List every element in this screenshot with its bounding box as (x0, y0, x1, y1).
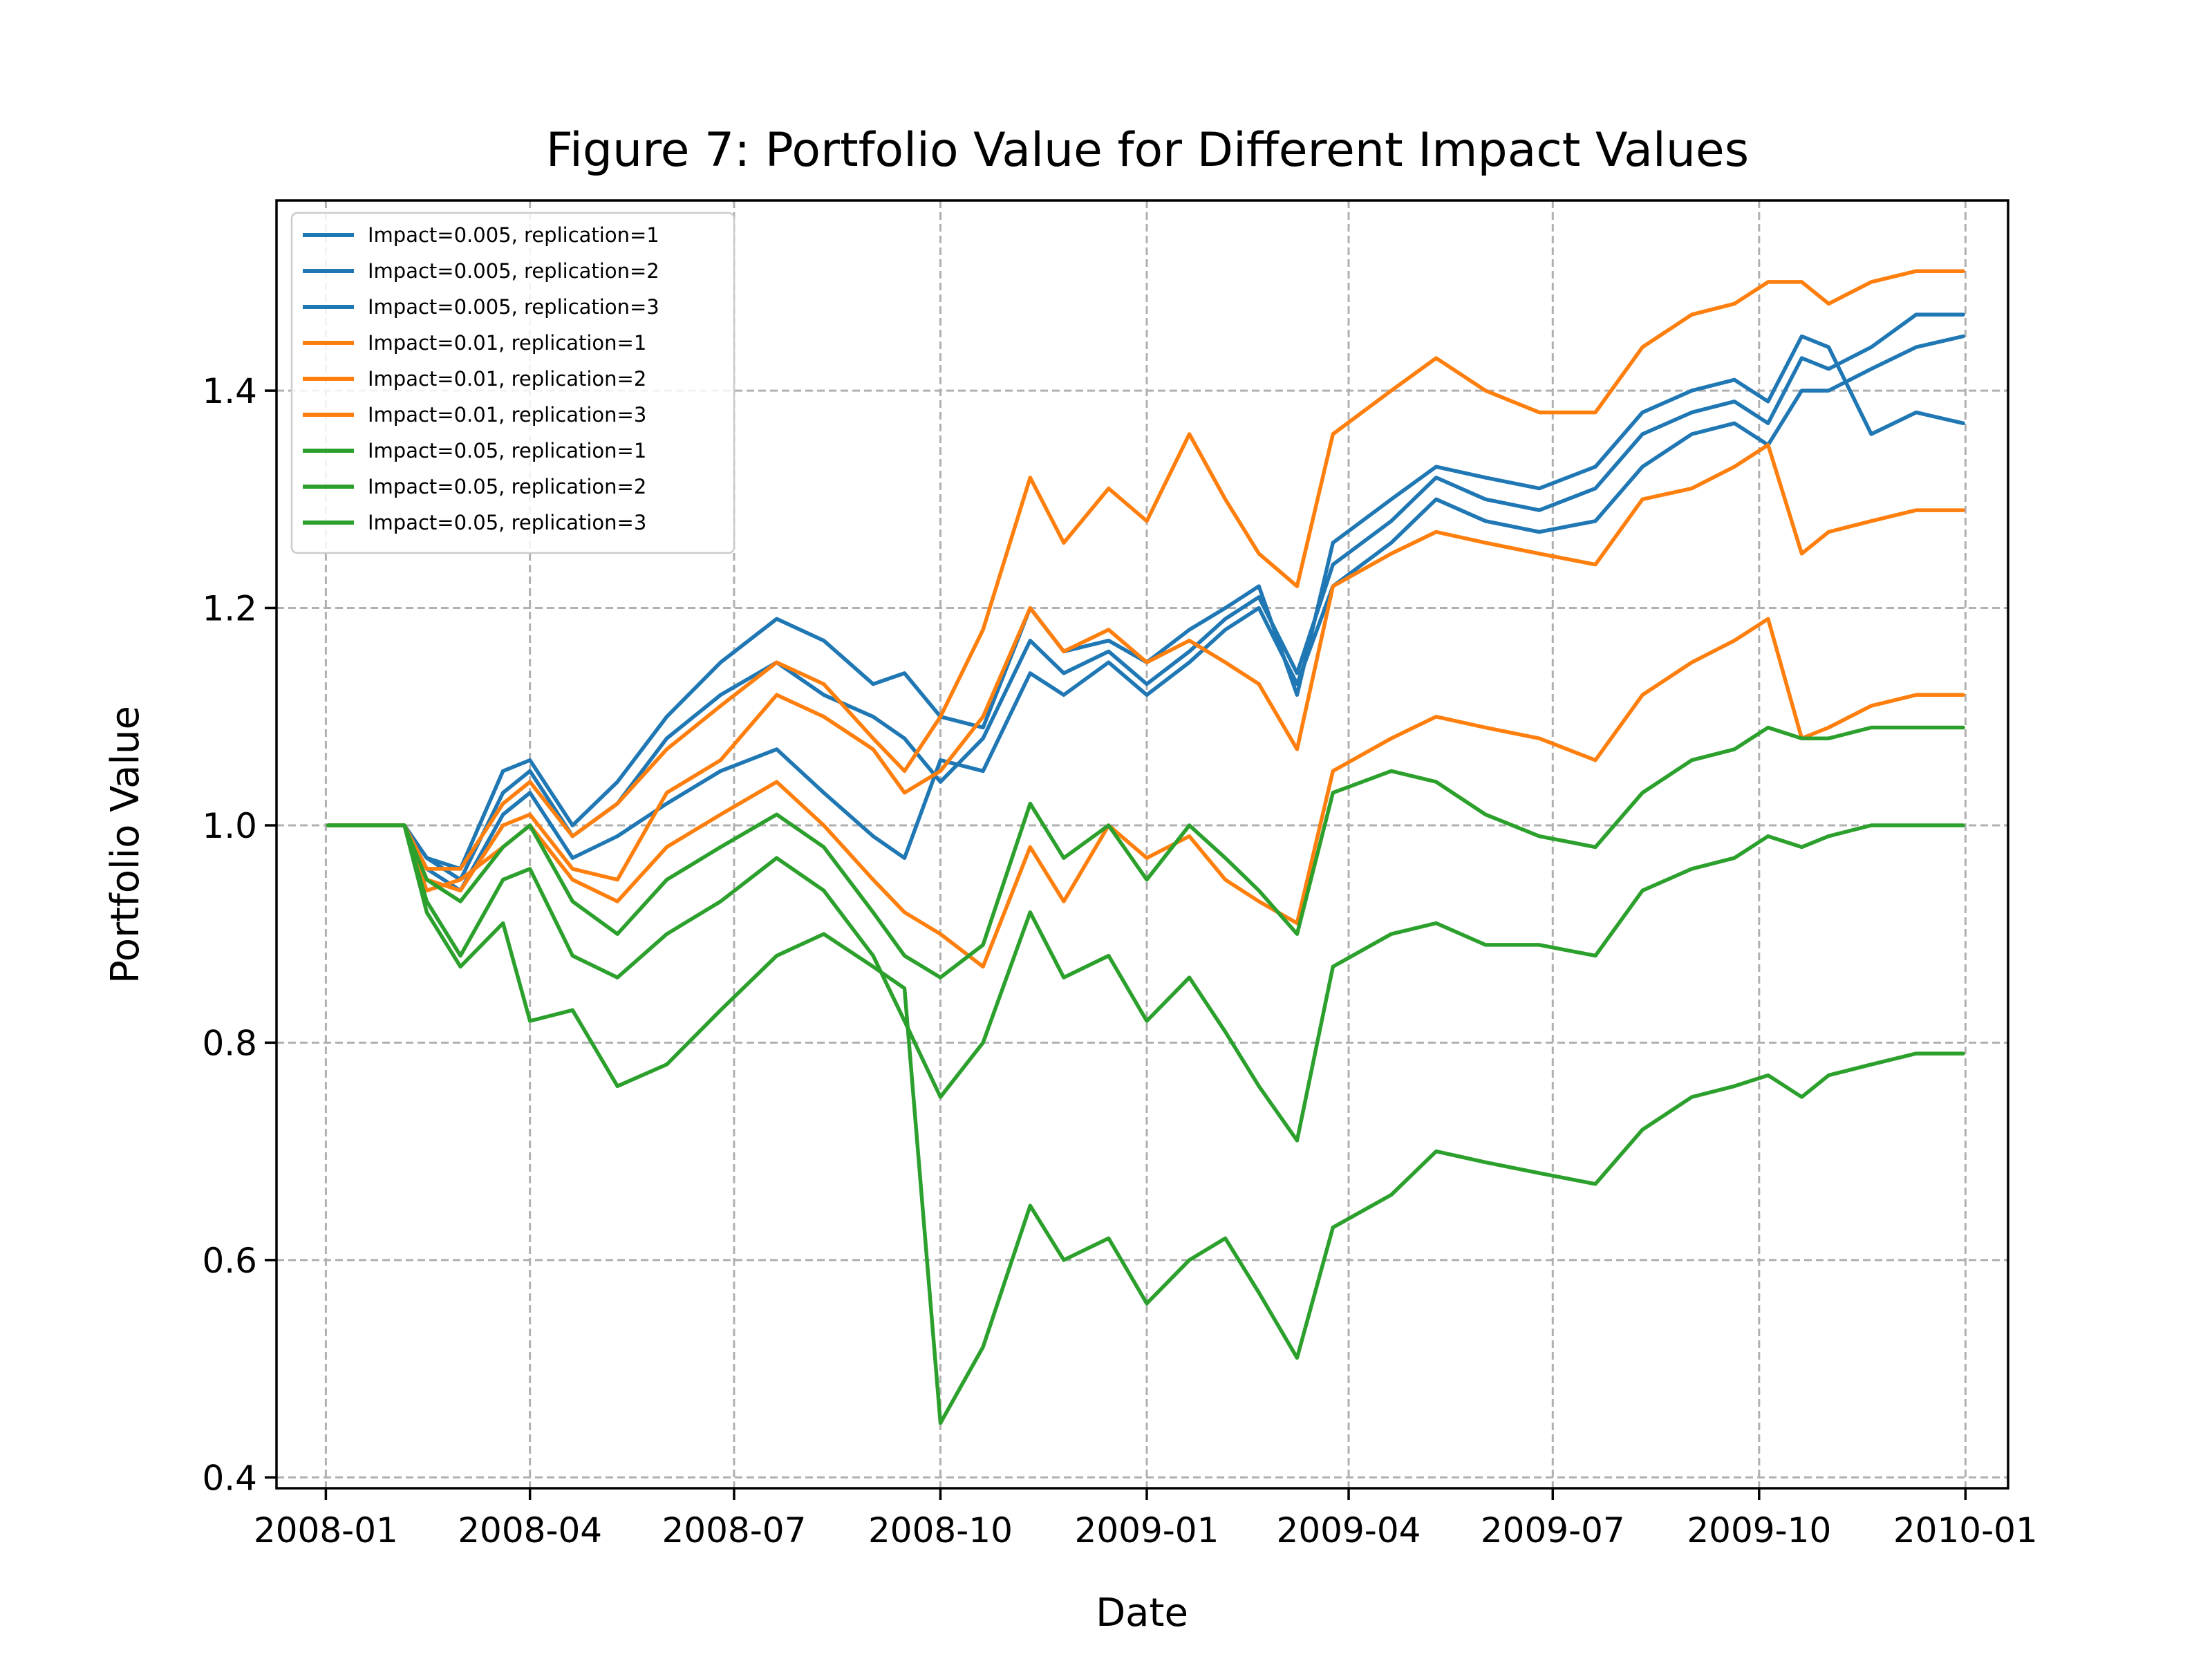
series-line-4 (326, 269, 1965, 871)
y-tick-label: 0.6 (202, 1241, 257, 1281)
chart-title: Figure 7: Portfolio Value for Different … (546, 123, 1749, 178)
x-tick-label: 2008-01 (254, 1510, 398, 1550)
legend-label: Impact=0.01, replication=3 (368, 403, 646, 427)
y-tick-label: 1.0 (202, 806, 257, 846)
legend-label: Impact=0.01, replication=1 (368, 331, 646, 355)
series-line-7 (326, 725, 1965, 980)
series-line-6 (326, 617, 1965, 969)
x-tick-label: 2009-07 (1481, 1510, 1625, 1550)
series-line-5 (326, 442, 1965, 893)
x-tick-label: 2008-07 (662, 1510, 806, 1550)
y-tick-label: 0.8 (202, 1023, 257, 1063)
series-line-3 (326, 334, 1965, 893)
x-tick-label: 2010-01 (1893, 1510, 2038, 1550)
legend-label: Impact=0.05, replication=3 (368, 511, 646, 534)
y-axis-label: Portfolio Value (103, 706, 148, 984)
series-line-9 (326, 823, 1965, 1425)
x-axis-label: Date (1096, 1591, 1188, 1635)
y-tick-label: 1.4 (202, 371, 257, 411)
y-tick-label: 0.4 (202, 1458, 257, 1498)
series-line-8 (326, 823, 1965, 1143)
y-tick-label: 1.2 (202, 589, 257, 629)
legend-label: Impact=0.005, replication=3 (368, 295, 659, 319)
legend-label: Impact=0.01, replication=2 (368, 367, 646, 391)
x-tick-label: 2008-04 (458, 1510, 602, 1550)
x-axis-ticks: 2008-01 2008-04 2008-07 2008-10 2009-01 2009-… (254, 1488, 2038, 1550)
x-tick-label: 2008-10 (868, 1510, 1013, 1550)
y-axis-ticks: 0.4 0.6 0.8 1.0 1.2 1.4 (202, 371, 276, 1498)
x-tick-label: 2009-10 (1687, 1510, 1831, 1550)
x-tick-label: 2009-01 (1075, 1510, 1219, 1550)
plot-frame (275, 199, 2009, 1490)
legend-box (290, 212, 735, 554)
legend-label: Impact=0.005, replication=2 (368, 259, 659, 283)
x-tick-label: 2009-04 (1277, 1510, 1421, 1550)
legend-label: Impact=0.05, replication=1 (368, 439, 646, 462)
legend: Impact=0.005, replication=1 Impact=0.005,… (290, 212, 735, 554)
legend-label: Impact=0.05, replication=2 (368, 475, 646, 498)
legend-label: Impact=0.005, replication=1 (368, 223, 659, 247)
plot-area (326, 269, 1965, 1425)
